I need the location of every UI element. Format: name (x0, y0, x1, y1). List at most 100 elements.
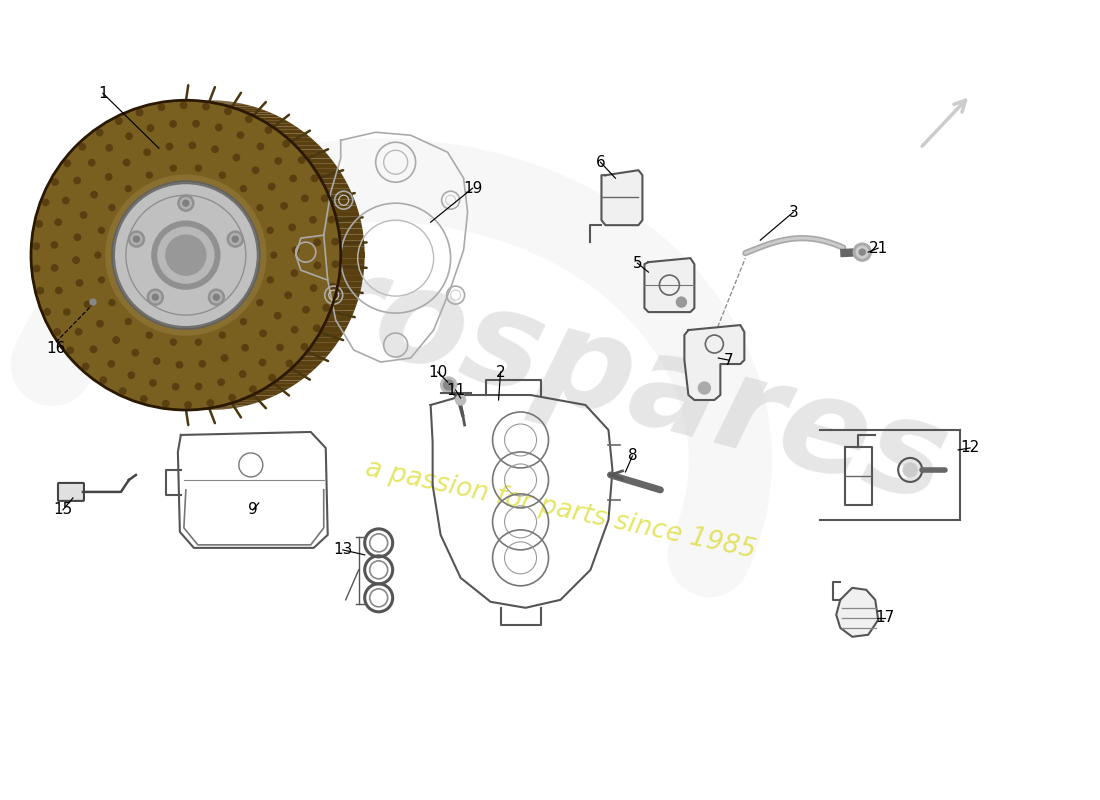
Circle shape (854, 243, 871, 261)
Text: eurospares: eurospares (121, 190, 960, 530)
Polygon shape (304, 352, 331, 356)
Circle shape (36, 221, 43, 227)
Text: 12: 12 (960, 441, 980, 455)
Polygon shape (286, 369, 315, 373)
Circle shape (163, 401, 169, 407)
Circle shape (170, 339, 176, 345)
Circle shape (97, 321, 103, 327)
Polygon shape (339, 270, 364, 276)
Circle shape (441, 377, 456, 393)
Polygon shape (326, 189, 352, 194)
Circle shape (144, 149, 151, 155)
Circle shape (314, 325, 320, 331)
Polygon shape (341, 246, 365, 252)
Circle shape (88, 159, 95, 166)
Polygon shape (299, 356, 327, 361)
Circle shape (114, 183, 257, 327)
Polygon shape (290, 365, 319, 369)
Circle shape (74, 234, 80, 241)
Text: 2: 2 (496, 365, 505, 379)
Circle shape (183, 200, 189, 206)
Polygon shape (229, 106, 258, 108)
Circle shape (146, 172, 152, 178)
Circle shape (125, 186, 131, 192)
Polygon shape (256, 390, 286, 393)
Circle shape (302, 306, 309, 313)
Circle shape (293, 247, 299, 254)
Text: 1: 1 (98, 86, 108, 101)
Circle shape (52, 265, 58, 271)
Polygon shape (320, 327, 348, 332)
Polygon shape (326, 316, 352, 322)
Text: 15: 15 (54, 502, 73, 518)
Polygon shape (341, 252, 365, 258)
Circle shape (100, 377, 107, 383)
Circle shape (219, 172, 225, 178)
Circle shape (109, 300, 114, 306)
Circle shape (91, 191, 97, 198)
Circle shape (256, 300, 263, 306)
Circle shape (152, 221, 220, 289)
Polygon shape (295, 361, 323, 365)
Polygon shape (245, 112, 275, 114)
Circle shape (292, 326, 298, 333)
Circle shape (106, 145, 112, 151)
Circle shape (76, 280, 82, 286)
Circle shape (221, 354, 228, 361)
Polygon shape (310, 342, 338, 347)
Polygon shape (251, 393, 280, 395)
Polygon shape (256, 118, 286, 120)
Polygon shape (332, 206, 359, 211)
Circle shape (99, 277, 104, 283)
Circle shape (290, 175, 296, 182)
Circle shape (106, 174, 112, 180)
Circle shape (238, 132, 244, 138)
Circle shape (443, 380, 453, 390)
Circle shape (265, 127, 272, 134)
Circle shape (97, 130, 102, 136)
Circle shape (859, 249, 866, 255)
Circle shape (37, 287, 44, 294)
Circle shape (131, 234, 142, 245)
Circle shape (328, 217, 334, 223)
Circle shape (242, 345, 249, 351)
Polygon shape (262, 387, 290, 390)
Circle shape (698, 382, 711, 394)
Circle shape (260, 330, 266, 337)
Circle shape (31, 100, 341, 410)
Circle shape (256, 205, 263, 210)
Circle shape (275, 158, 282, 164)
Circle shape (55, 219, 62, 226)
Polygon shape (602, 170, 642, 225)
Polygon shape (338, 282, 362, 288)
Circle shape (73, 257, 79, 263)
Circle shape (106, 175, 266, 335)
Text: 10: 10 (428, 365, 448, 379)
Circle shape (260, 359, 266, 366)
Circle shape (99, 227, 104, 234)
Circle shape (169, 121, 176, 127)
Circle shape (311, 175, 318, 182)
Circle shape (54, 329, 60, 335)
Polygon shape (267, 123, 296, 126)
Circle shape (116, 118, 122, 124)
Circle shape (455, 395, 465, 405)
Circle shape (178, 195, 194, 211)
Polygon shape (234, 108, 264, 110)
Circle shape (67, 347, 74, 354)
Circle shape (129, 231, 144, 247)
Circle shape (219, 332, 225, 338)
Circle shape (332, 238, 339, 245)
Text: 5: 5 (632, 256, 642, 270)
Polygon shape (328, 194, 354, 200)
Polygon shape (211, 102, 241, 103)
Circle shape (274, 313, 280, 318)
Circle shape (170, 165, 176, 171)
Polygon shape (314, 337, 341, 342)
Circle shape (218, 379, 224, 386)
Text: a passion for parts since 1985: a passion for parts since 1985 (363, 456, 758, 564)
Polygon shape (323, 322, 350, 327)
Text: 3: 3 (789, 205, 799, 220)
Circle shape (267, 227, 273, 234)
Circle shape (196, 383, 201, 390)
